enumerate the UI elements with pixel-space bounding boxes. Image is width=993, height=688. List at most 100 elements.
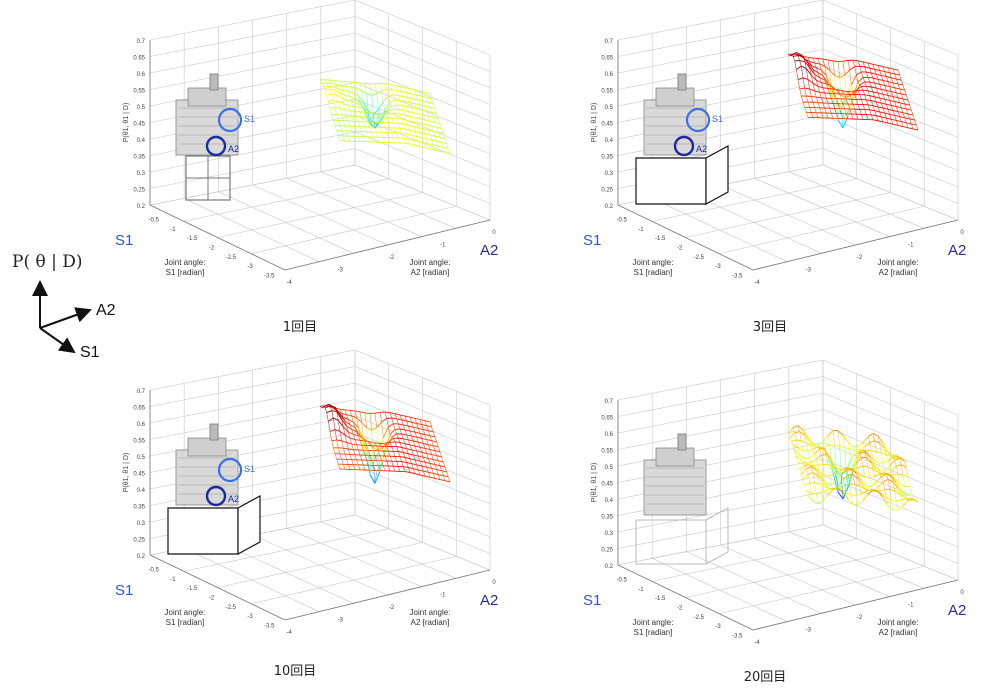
z-tick-label: 0.3 [605, 531, 614, 537]
surface-mesh-line [404, 101, 411, 104]
surface-mesh-line [419, 132, 422, 138]
surface-mesh-line [353, 106, 356, 112]
surface-mesh-line [831, 484, 834, 490]
surface-mesh-line [439, 150, 446, 153]
surface-mesh-line [384, 447, 387, 450]
surface-mesh-line [419, 447, 422, 453]
surface-mesh-line [413, 139, 419, 142]
surface-mesh-line [879, 470, 882, 475]
surface-mesh-line [872, 91, 875, 97]
surface-mesh-line [416, 94, 422, 97]
surface-mesh-line [413, 112, 416, 118]
surface-mesh-line [904, 103, 910, 106]
surface-mesh-line [424, 119, 431, 122]
surface-mesh-line [394, 113, 397, 119]
plot-panel-3: 0.7 0.65 0.6 0.55 0.5 0.45 0.4 0.35 0.3 0.25 0.2 -0… [578, 0, 988, 300]
surface-mesh-line [807, 472, 814, 475]
surface-mesh-line [801, 460, 804, 464]
surface-mesh-line [419, 91, 422, 97]
surface-mesh-line [448, 148, 451, 154]
surface-mesh-line [333, 86, 339, 90]
surface-mesh-line [841, 107, 844, 129]
surface-mesh-line [393, 437, 399, 439]
surface-mesh-line [811, 492, 817, 495]
surface-mesh-line [809, 464, 815, 468]
surface-mesh-line [384, 434, 391, 450]
surface-mesh-line [349, 409, 356, 412]
surface-mesh-line [874, 96, 877, 102]
surface-mesh-line [424, 447, 431, 451]
surface-mesh-line [899, 88, 902, 94]
surface-mesh-line [847, 498, 854, 505]
surface-mesh-line [343, 426, 346, 436]
surface-mesh-line [348, 120, 351, 127]
surface-mesh-line [899, 116, 905, 119]
surface-mesh-line [857, 442, 864, 448]
surface-mesh-line [338, 464, 341, 470]
surface-mesh-line [887, 108, 894, 111]
surface-mesh-line [426, 124, 432, 127]
surface-mesh-line [847, 474, 850, 485]
surface-mesh-line [348, 419, 351, 425]
surface-mesh-line [852, 467, 859, 471]
surface-mesh-line [366, 93, 372, 96]
axis-name-a2: A2 [480, 592, 498, 609]
surface-mesh-line [812, 446, 819, 450]
x-tick-label: -3.5 [264, 623, 275, 629]
surface-mesh-line [821, 493, 824, 502]
surface-mesh-line [894, 115, 897, 121]
surface-mesh-line [429, 107, 432, 113]
surface-mesh-line [339, 107, 346, 111]
surface-mesh-line [877, 462, 880, 471]
surface-mesh-line [398, 437, 404, 440]
surface-mesh-line [384, 82, 391, 85]
surface-mesh-line [429, 435, 436, 438]
surface-mesh-line [827, 487, 830, 490]
surface-mesh-line [426, 467, 429, 473]
surface-mesh-line [881, 493, 887, 499]
surface-mesh-line [872, 490, 875, 492]
surface-mesh-line [329, 431, 332, 441]
surface-mesh-line [414, 473, 421, 476]
surface-mesh-line [851, 469, 854, 474]
surface-mesh-line [421, 437, 427, 441]
surface-mesh-line [882, 479, 889, 483]
surface-mesh-line [428, 430, 431, 436]
surface-mesh-line [837, 103, 840, 109]
axis-name-s1: S1 [115, 232, 133, 249]
surface-mesh-line [814, 482, 820, 485]
z-tick-label: 0.2 [605, 564, 614, 570]
surface-mesh-line [326, 82, 332, 85]
surface-mesh-line [859, 485, 865, 490]
x-tick-label: -1 [170, 227, 176, 233]
surface-mesh-line [389, 102, 392, 107]
surface-mesh-line [353, 121, 356, 127]
surface-mesh-line [389, 84, 392, 90]
surface-mesh-line [807, 495, 814, 502]
surface-mesh-line [867, 76, 874, 79]
surface-mesh-line [819, 63, 822, 71]
surface-mesh-line [419, 419, 422, 425]
surface-mesh-line [431, 454, 437, 457]
surface-mesh-line [428, 129, 431, 136]
surface-mesh-line [398, 123, 401, 129]
surface-mesh-line [882, 463, 885, 471]
surface-mesh-line [331, 114, 334, 121]
surface-mesh-line [363, 121, 366, 127]
surface-mesh-line [418, 427, 424, 431]
surface-mesh-line [404, 429, 407, 435]
surface-mesh-line [406, 421, 409, 427]
surface-mesh-line [904, 117, 907, 123]
axis-name-s1: S1 [583, 592, 601, 609]
surface-mesh-line [852, 90, 859, 92]
surface-mesh-line [809, 88, 812, 97]
surface-mesh-line [904, 497, 907, 499]
surface-mesh-line [404, 87, 407, 93]
surface-mesh-line [331, 93, 334, 101]
surface-mesh-line [341, 130, 344, 136]
surface-mesh-line [802, 463, 809, 466]
surface-mesh-line [413, 126, 416, 132]
surface-mesh-line [409, 102, 412, 108]
surface-mesh-line [383, 137, 386, 143]
surface-mesh-line [343, 120, 346, 127]
